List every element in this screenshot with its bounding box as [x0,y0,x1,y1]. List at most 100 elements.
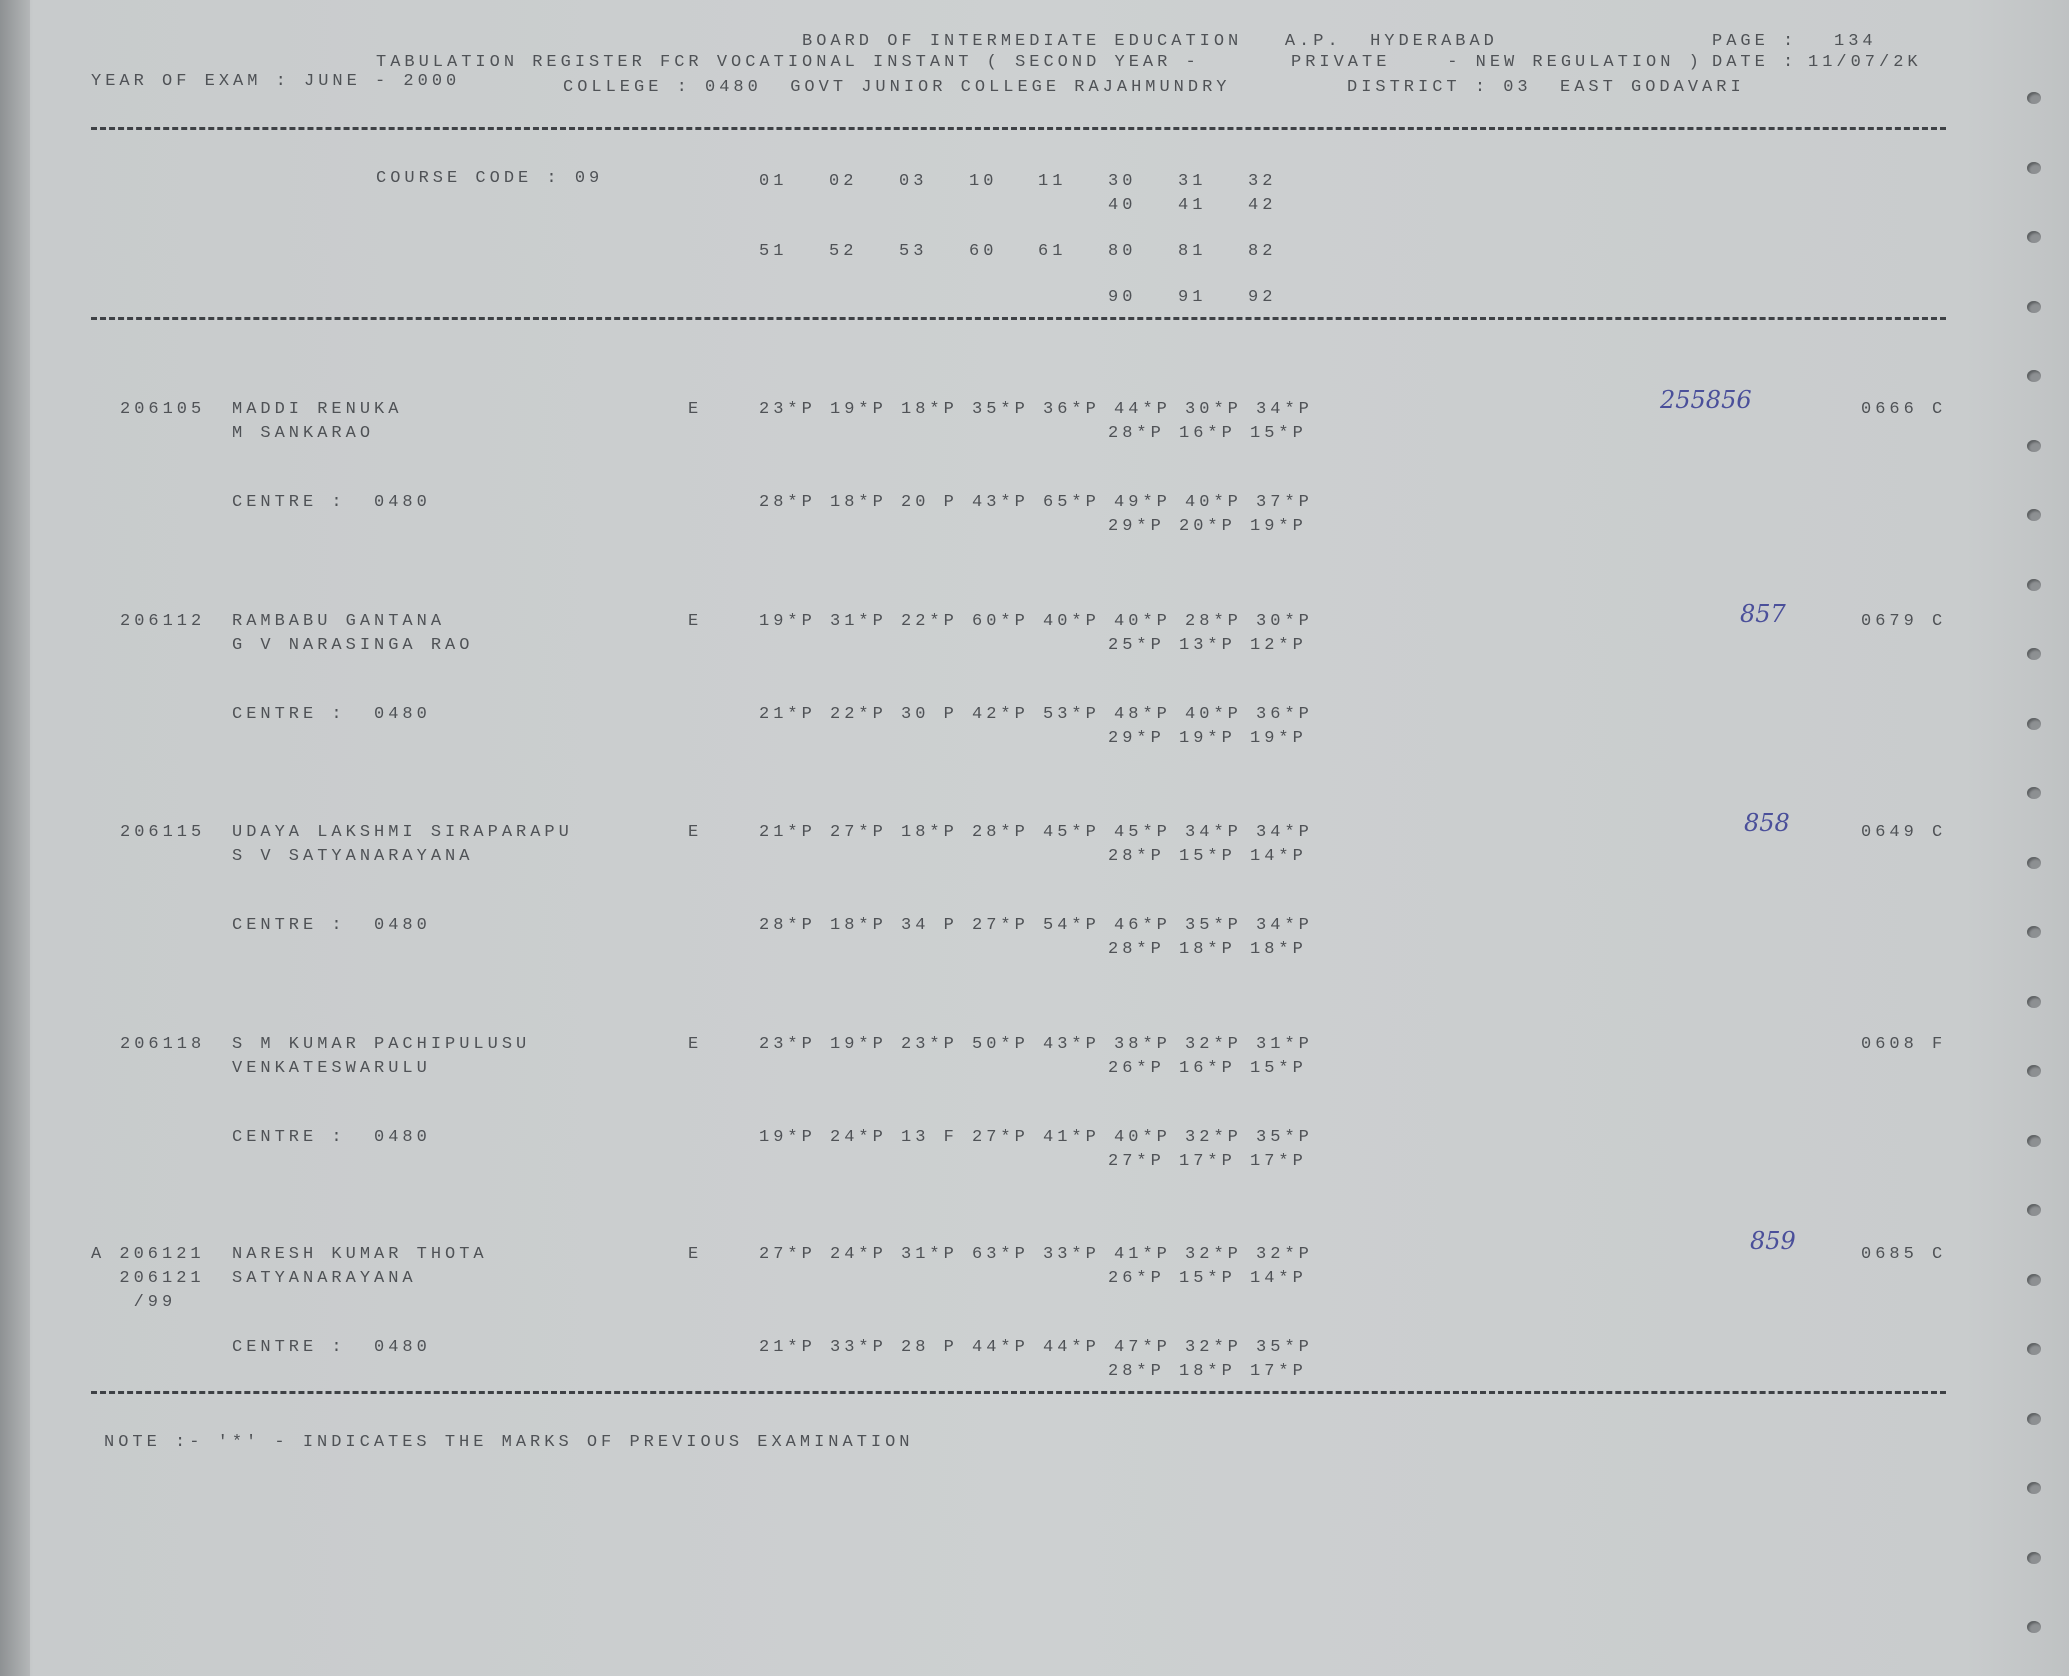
course-code: 32 [1248,172,1277,191]
course-code: 82 [1248,242,1277,261]
category: PRIVATE - NEW REGULATION ) [1291,53,1703,72]
student-name: UDAYA LAKSHMI SIRAPARAPU [232,823,573,842]
perforation-hole-icon [2027,1552,2041,1564]
roll-number: 206115 [120,823,206,842]
marks-current-extra: 29*P 19*P 19*P [1108,729,1307,748]
course-code: 42 [1248,196,1277,215]
divider [91,127,1946,130]
course-code: 41 [1178,196,1207,215]
total-result: 0649 C [1861,823,1947,842]
perforation-hole-icon [2027,787,2041,799]
perforation-hole-icon [2027,1274,2041,1286]
father-name: M SANKARAO [232,424,375,443]
centre: CENTRE : 0480 [232,916,431,935]
marks-current: 21*P 33*P 28 P 44*P 44*P 47*P 32*P 35*P [759,1338,1313,1357]
register-title: TABULATION REGISTER FCR VOCATIONAL INSTA… [376,53,1200,72]
course-code: 02 [829,172,858,191]
roll-number: 206118 [120,1035,206,1054]
roll-number: 206105 [120,400,206,419]
perforation-hole-icon [2027,231,2041,243]
perforation-hole-icon [2027,162,2041,174]
roll-number: /99 [91,1293,177,1312]
student-name: RAMBABU GANTANA [232,612,446,631]
binder-edge [0,0,30,1676]
marks-previous: 27*P 24*P 31*P 63*P 33*P 41*P 32*P 32*P [759,1245,1313,1264]
perforation-hole-icon [2027,718,2041,730]
course-code: 81 [1178,242,1207,261]
perforation-hole-icon [2027,579,2041,591]
marks-previous: 21*P 27*P 18*P 28*P 45*P 45*P 34*P 34*P [759,823,1313,842]
course-code: 31 [1178,172,1207,191]
centre: CENTRE : 0480 [232,1338,431,1357]
perforation-hole-icon [2027,926,2041,938]
marks-previous: 23*P 19*P 23*P 50*P 43*P 38*P 32*P 31*P [759,1035,1313,1054]
handwritten-note: 857 [1740,600,1786,628]
father-name: VENKATESWARULU [232,1059,431,1078]
page-number: 134 [1834,32,1877,51]
marks-previous-extra: 25*P 13*P 12*P [1108,636,1307,655]
course-code-label: COURSE CODE : 09 [376,169,604,188]
course-code: 80 [1108,242,1137,261]
year-of-exam: YEAR OF EXAM : JUNE - 2000 [91,72,461,91]
course-code: 40 [1108,196,1137,215]
marks-current-extra: 28*P 18*P 17*P [1108,1362,1307,1381]
page-label: PAGE : [1712,32,1798,51]
handwritten-note: 858 [1744,809,1790,837]
medium: E [688,823,703,842]
perforation-hole-icon [2027,509,2041,521]
centre: CENTRE : 0480 [232,1128,431,1147]
divider [91,1391,1946,1394]
course-code: 61 [1038,242,1067,261]
handwritten-note: 859 [1750,1227,1796,1255]
perforation-hole-icon [2027,92,2041,104]
total-result: 0608 F [1861,1035,1947,1054]
college: COLLEGE : 0480 GOVT JUNIOR COLLEGE RAJAH… [563,78,1231,97]
medium: E [688,1035,703,1054]
student-name: S M KUMAR PACHIPULUSU [232,1035,531,1054]
perforation-hole-icon [2027,1413,2041,1425]
marks-previous: 19*P 31*P 22*P 60*P 40*P 40*P 28*P 30*P [759,612,1313,631]
marks-current-extra: 29*P 20*P 19*P [1108,517,1307,536]
course-code: 51 [759,242,788,261]
total-result: 0679 C [1861,612,1947,631]
district: DISTRICT : 03 EAST GODAVARI [1347,78,1745,97]
course-code: 53 [899,242,928,261]
total-result: 0685 C [1861,1245,1947,1264]
student-name: NARESH KUMAR THOTA [232,1245,488,1264]
centre: CENTRE : 0480 [232,705,431,724]
perforation-hole-icon [2027,996,2041,1008]
perforation-hole-icon [2027,1135,2041,1147]
father-name: SATYANARAYANA [232,1269,417,1288]
perforation-hole-icon [2027,1621,2041,1633]
course-code: 30 [1108,172,1137,191]
perforation-hole-icon [2027,1343,2041,1355]
course-code: 90 [1108,288,1137,307]
marks-previous: 23*P 19*P 18*P 35*P 36*P 44*P 30*P 34*P [759,400,1313,419]
total-result: 0666 C [1861,400,1947,419]
medium: E [688,400,703,419]
roll-number: 206112 [120,612,206,631]
marks-previous-extra: 26*P 16*P 15*P [1108,1059,1307,1078]
marks-current: 19*P 24*P 13 F 27*P 41*P 40*P 32*P 35*P [759,1128,1313,1147]
course-code: 01 [759,172,788,191]
course-code: 91 [1178,288,1207,307]
perforation-hole-icon [2027,857,2041,869]
perforation-hole-icon [2027,1204,2041,1216]
perforation-hole-icon [2027,370,2041,382]
marks-previous-extra: 28*P 16*P 15*P [1108,424,1307,443]
marks-current: 21*P 22*P 30 P 42*P 53*P 48*P 40*P 36*P [759,705,1313,724]
course-code: 60 [969,242,998,261]
marks-current-extra: 28*P 18*P 18*P [1108,940,1307,959]
marks-current-extra: 27*P 17*P 17*P [1108,1152,1307,1171]
perforation-hole-icon [2027,440,2041,452]
centre: CENTRE : 0480 [232,493,431,512]
board-title: BOARD OF INTERMEDIATE EDUCATION A.P. HYD… [802,32,1498,51]
perforation-hole-icon [2027,301,2041,313]
date-label: DATE : [1712,53,1798,72]
student-name: MADDI RENUKA [232,400,403,419]
course-code: 52 [829,242,858,261]
marks-previous-extra: 28*P 15*P 14*P [1108,847,1307,866]
father-name: S V SATYANARAYANA [232,847,474,866]
perforation-hole-icon [2027,1482,2041,1494]
father-name: G V NARASINGA RAO [232,636,474,655]
